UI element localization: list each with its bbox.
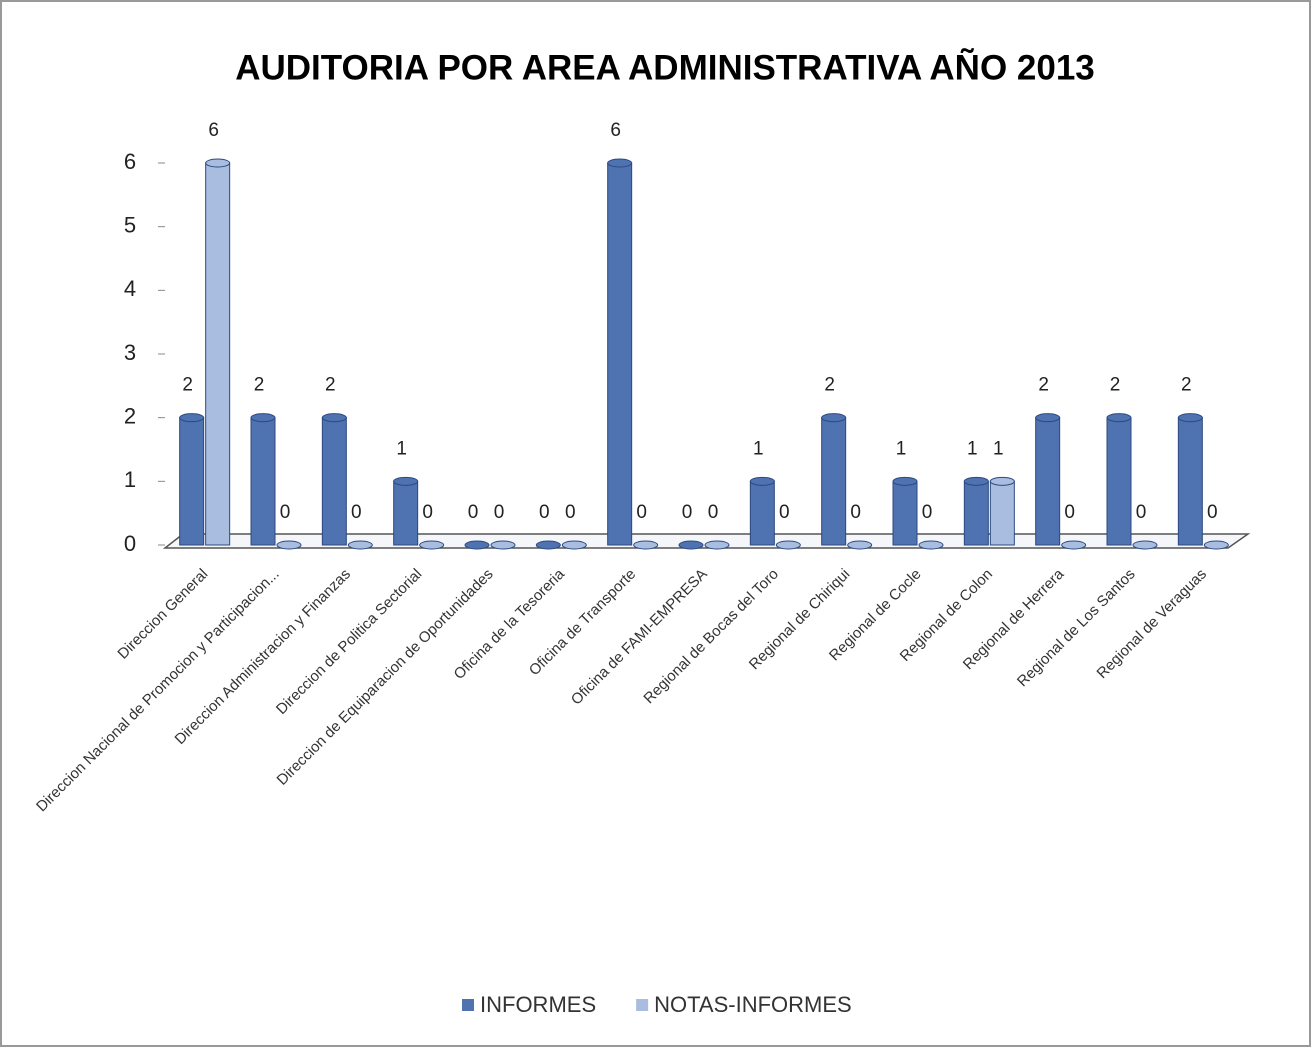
bar-cap [704,540,730,550]
bar-cap [1035,413,1061,423]
value-label: 0 [708,502,719,523]
y-tick-label: 6 [124,149,136,174]
bar [250,417,276,546]
bar-cap [963,476,989,486]
bar-cap [749,476,775,486]
bar [1106,417,1132,546]
bar [989,480,1015,546]
bar-cap [678,540,704,550]
value-label: 0 [565,502,576,523]
bar [179,417,205,546]
value-label: 2 [1038,375,1049,396]
value-label: 0 [850,502,861,523]
bar-cap [918,540,944,550]
bar [205,162,231,546]
chart-title: AUDITORIA POR AREA ADMINISTRATIVA AÑO 20… [235,48,1095,87]
bar-cap [393,476,419,486]
y-tick-label: 0 [124,531,136,556]
value-label: 1 [993,438,1004,459]
bar [892,480,918,546]
value-label: 0 [351,502,362,523]
value-label: 0 [468,502,479,523]
value-label: 0 [636,502,647,523]
value-label: 0 [539,502,550,523]
legend-swatch [462,999,474,1011]
bar-cap [775,540,801,550]
value-label: 0 [1207,502,1218,523]
bar-cap [347,540,373,550]
bar-cap [464,540,490,550]
y-tick-label: 5 [124,212,136,237]
legend-swatch [636,999,649,1011]
value-label: 6 [208,120,219,141]
bar [749,480,775,546]
bar-cap [179,413,205,423]
bar-cap [1106,413,1132,423]
bar-cap [821,413,847,423]
y-tick-label: 2 [124,403,136,428]
value-label: 0 [494,502,505,523]
value-label: 0 [280,502,291,523]
y-tick-label: 4 [124,276,136,301]
value-label: 2 [254,375,265,396]
value-label: 0 [682,502,693,523]
bar [821,417,847,546]
bar-cap [607,158,633,168]
legend-label: INFORMES [480,992,596,1017]
value-label: 1 [753,438,764,459]
value-label: 1 [396,438,407,459]
bar-cap [250,413,276,423]
bar [321,417,347,546]
bar-cap [561,540,587,550]
bar [607,162,633,546]
bar [1035,417,1061,546]
value-label: 2 [824,375,835,396]
bar-cap [989,476,1015,486]
bar-cap [892,476,918,486]
value-label: 0 [779,502,790,523]
y-tick-label: 1 [124,467,136,492]
value-label: 2 [1110,375,1121,396]
value-label: 0 [1064,502,1075,523]
value-label: 2 [325,375,336,396]
value-label: 1 [896,438,907,459]
value-label: 0 [1136,502,1147,523]
bar-cap [490,540,516,550]
bar [393,480,419,546]
bar [963,480,989,546]
bar-cap [535,540,561,550]
bar-cap [847,540,873,550]
bar-cap [276,540,302,550]
bar-cap [633,540,659,550]
value-label: 2 [1181,375,1192,396]
value-label: 2 [182,375,193,396]
bar-cap [1177,413,1203,423]
y-tick-label: 3 [124,340,136,365]
bar [1177,417,1203,546]
bar-cap [1132,540,1158,550]
value-label: 1 [967,438,978,459]
value-label: 0 [922,502,933,523]
bar-cap [1203,540,1229,550]
value-label: 0 [422,502,433,523]
bar-cap [321,413,347,423]
legend-label: NOTAS-INFORMES [654,992,852,1017]
bar-cap [419,540,445,550]
value-label: 6 [610,120,621,141]
bar-cap [205,158,231,168]
bar-cap [1061,540,1087,550]
